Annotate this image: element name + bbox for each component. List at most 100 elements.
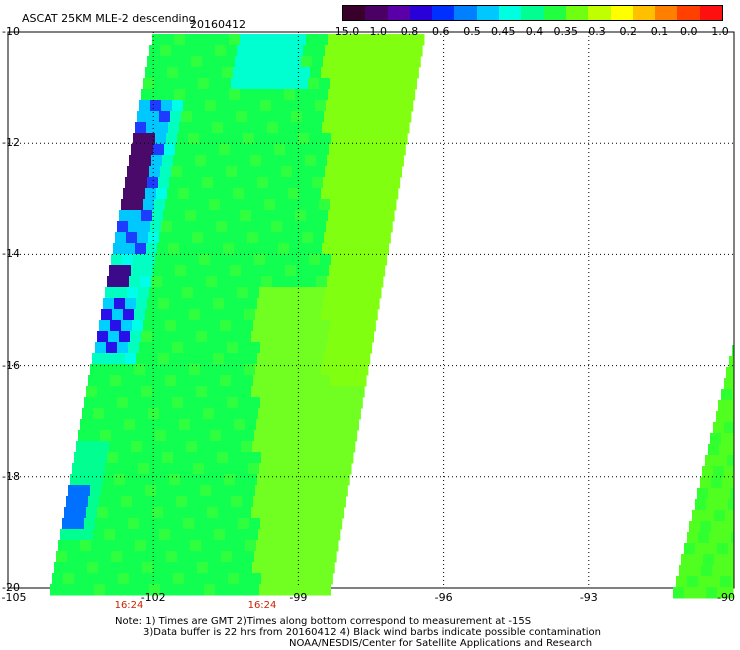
swath-cell	[350, 34, 362, 46]
swath-cell	[295, 331, 307, 343]
swath-cell	[180, 56, 192, 68]
swath-cell	[143, 199, 155, 211]
swath-cell	[698, 532, 710, 544]
swath-cell	[300, 419, 312, 431]
swath-cell	[112, 309, 124, 321]
swath-cell	[226, 45, 238, 57]
swath-cell	[295, 89, 307, 101]
swath-cell	[176, 496, 188, 508]
swath-cell	[334, 298, 346, 310]
swath-cell	[227, 100, 239, 112]
swath-cell	[721, 389, 733, 401]
swath-cell	[66, 496, 78, 508]
swath-cell	[155, 133, 167, 145]
swath-cell	[284, 89, 296, 101]
swath-cell	[242, 78, 254, 90]
swath-cell	[292, 584, 304, 596]
swath-cell	[194, 100, 206, 112]
swath-cell	[324, 111, 336, 123]
swath-cell	[95, 342, 107, 354]
swath-cell	[316, 276, 328, 288]
swath-cell	[358, 287, 370, 299]
swath-cell	[370, 221, 382, 233]
swath-cell	[378, 177, 390, 189]
swath-cell	[386, 133, 398, 145]
swath-cell	[727, 411, 734, 423]
swath-cell	[344, 419, 356, 431]
swath-cell	[359, 397, 363, 409]
latitude-label: -14	[2, 247, 20, 261]
swath-cell	[224, 298, 236, 310]
swath-cell	[183, 100, 195, 112]
color-scale-swatch	[476, 6, 500, 20]
swath-cell	[232, 133, 244, 145]
swath-cell	[142, 562, 154, 574]
swath-cell	[330, 320, 342, 332]
swath-cell	[304, 100, 316, 112]
swath-cell	[95, 397, 107, 409]
swath-cell	[174, 210, 186, 222]
swath-cell	[227, 518, 239, 530]
swath-cell	[695, 499, 707, 511]
swath-cell	[730, 444, 734, 456]
swath-cell	[214, 529, 226, 541]
swath-cell	[257, 298, 269, 310]
swath-cell	[317, 331, 329, 343]
swath-cell	[306, 331, 318, 343]
swath-cell	[344, 243, 356, 255]
swath-cell	[260, 397, 272, 409]
latitude-label: -18	[2, 469, 20, 483]
swath-cell	[99, 320, 111, 332]
swath-cell	[174, 89, 186, 101]
swath-cell	[300, 122, 312, 134]
swath-cell	[240, 210, 252, 222]
swath-cell	[185, 331, 197, 343]
swath-cell	[326, 518, 338, 530]
swath-cell	[311, 419, 323, 431]
swath-cell	[227, 397, 239, 409]
swath-cell	[300, 540, 312, 552]
swath-cell	[280, 111, 292, 123]
swath-cell	[196, 89, 208, 101]
swath-cell	[373, 144, 385, 156]
swath-cell	[254, 430, 266, 442]
swath-cell	[215, 584, 227, 596]
swath-cell	[313, 529, 325, 541]
swath-cell	[208, 562, 220, 574]
swath-cell	[285, 144, 297, 156]
swath-cell	[178, 485, 190, 497]
swath-cell	[385, 199, 397, 211]
swath-cell	[163, 34, 175, 46]
swath-cell	[322, 122, 334, 134]
swath-cell	[338, 155, 350, 167]
swath-cell	[147, 474, 159, 486]
swath-cell	[248, 287, 260, 299]
swath-cell	[253, 199, 265, 211]
swath-cell	[311, 540, 323, 552]
swath-cell	[174, 386, 186, 398]
swath-cell	[216, 397, 228, 409]
swath-cell	[307, 144, 319, 156]
swath-cell	[301, 177, 313, 189]
swath-cell	[211, 188, 223, 200]
swath-cell	[213, 56, 225, 68]
longitude-label: -99	[289, 591, 308, 604]
swath-cell	[292, 166, 304, 178]
swath-cell	[249, 100, 261, 112]
swath-cell	[276, 430, 288, 442]
swath-cell	[119, 386, 131, 398]
swath-cell	[306, 34, 318, 46]
swath-cell	[101, 485, 113, 497]
swath-cell	[262, 386, 274, 398]
swath-cell	[135, 419, 147, 431]
swath-cell	[254, 133, 266, 145]
swath-cell	[376, 309, 378, 321]
swath-cell	[339, 34, 351, 46]
swath-cell	[326, 221, 338, 233]
swath-cell	[343, 485, 348, 497]
swath-cell	[259, 584, 271, 596]
swath-cell	[317, 507, 329, 519]
swath-cell	[137, 529, 149, 541]
swath-cell	[203, 111, 215, 123]
swath-cell	[172, 397, 184, 409]
